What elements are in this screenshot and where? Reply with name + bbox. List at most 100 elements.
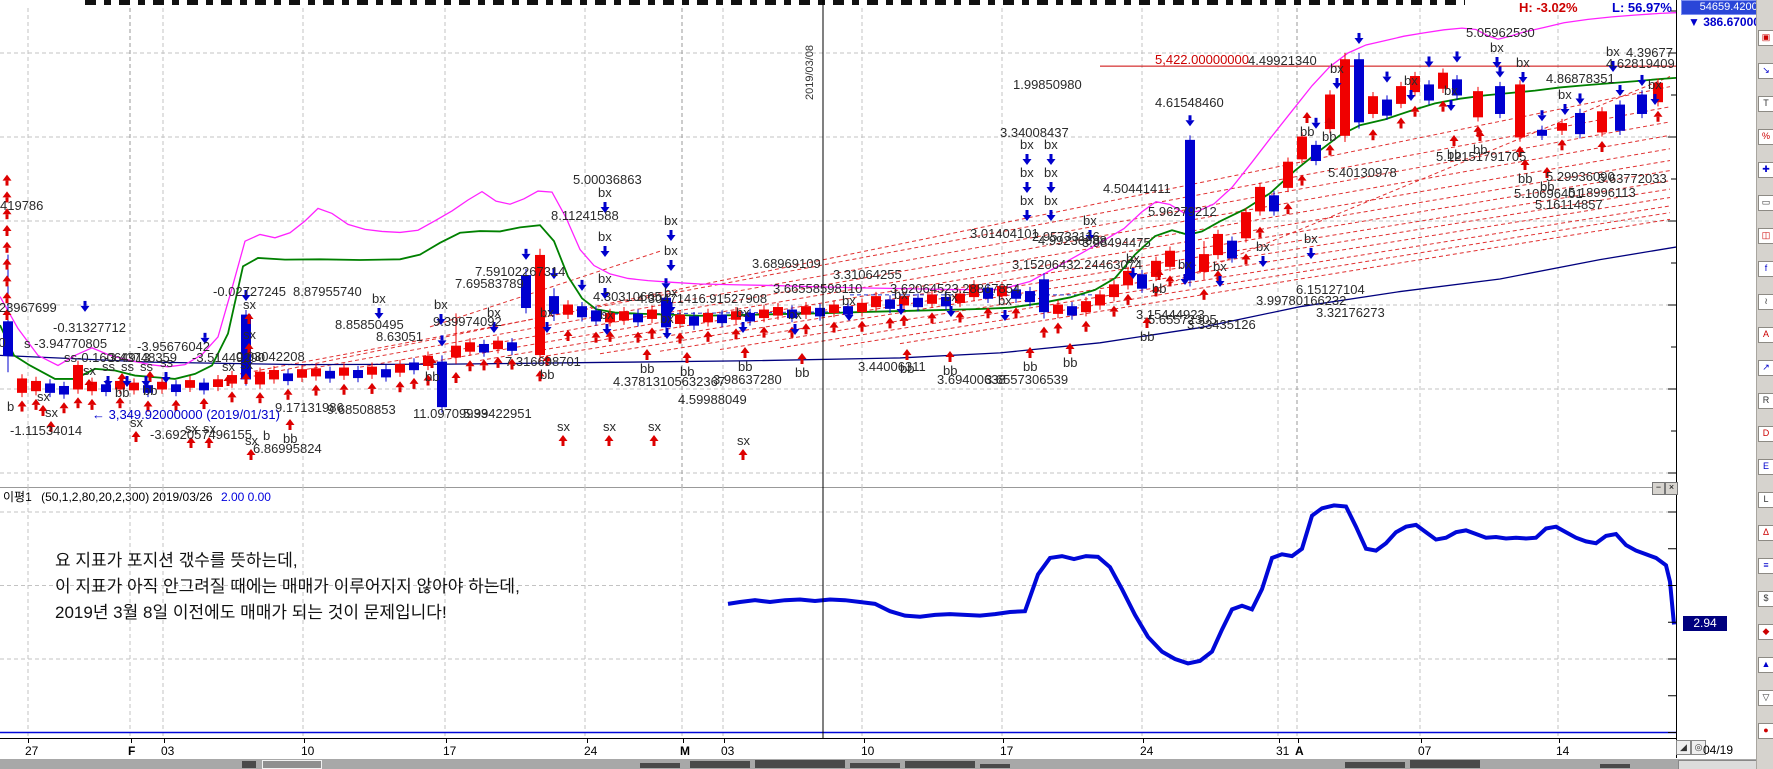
zoom-button[interactable]: ◎ <box>1691 740 1706 755</box>
toolbar-button-20[interactable]: ▽ <box>1758 690 1773 706</box>
buy-arrow-icon <box>885 317 895 324</box>
toolbar-button-16[interactable]: ≡ <box>1758 558 1773 574</box>
price-chart-plot-area[interactable] <box>0 0 1676 487</box>
toolbar-button-18[interactable]: ◆ <box>1758 624 1773 640</box>
arrow-stem <box>5 197 9 203</box>
arrow-stem <box>412 383 416 389</box>
arrow-stem <box>793 324 797 329</box>
arrow-stem <box>1216 276 1220 282</box>
candle-body <box>1495 86 1505 114</box>
arrow-stem <box>496 362 500 368</box>
x-axis-label: 03 <box>161 744 175 758</box>
sell-arrow-icon <box>1452 56 1462 63</box>
minimap-volume-blob <box>1410 760 1480 768</box>
buy-arrow-icon <box>2 292 12 299</box>
toolbar-button-1[interactable]: ↘ <box>1758 63 1773 79</box>
toolbar-button-9[interactable]: A <box>1758 327 1773 343</box>
arrow-stem <box>664 278 668 284</box>
panel-close-button[interactable]: × <box>1665 482 1678 495</box>
buy-arrow-icon <box>311 384 321 391</box>
candle-body <box>1537 129 1547 136</box>
toolbar-button-7[interactable]: f <box>1758 261 1773 277</box>
low-percent-readout: L: 56.97% <box>1612 0 1672 15</box>
toolbar-button-11[interactable]: R <box>1758 393 1773 409</box>
toolbar-button-21[interactable]: ● <box>1758 723 1773 739</box>
sell-arrow-icon <box>1000 315 1010 321</box>
x-axis-label: 14 <box>1556 744 1570 758</box>
time-x-axis[interactable]: 27 F 03 10 17 24 M 03 10 17 24 31 A 07 14 <box>0 738 1676 760</box>
toolbar-button-3[interactable]: % <box>1758 129 1773 145</box>
buy-arrow-icon <box>1165 275 1175 282</box>
minimap-viewport-box[interactable] <box>262 760 322 769</box>
buy-arrow-icon <box>115 397 125 404</box>
arrow-stem <box>5 315 9 320</box>
minimap-volume-blob <box>905 761 975 768</box>
toolbar-button-4[interactable]: ✚ <box>1758 162 1773 178</box>
current-price-box: 54659.420000 <box>1681 0 1773 15</box>
arrow-stem <box>538 376 542 382</box>
panel-minimize-button[interactable]: − <box>1652 482 1665 495</box>
sell-arrow-icon <box>141 381 151 387</box>
sell-arrow-icon <box>80 305 90 312</box>
arrow-stem <box>439 314 443 319</box>
indicator-y-axis[interactable]: 6.004.002.000.00 <box>1677 487 1756 738</box>
arrow-stem <box>398 387 402 393</box>
toolbar-button-13[interactable]: E <box>1758 459 1773 475</box>
candle-body <box>283 373 293 382</box>
buy-arrow-icon <box>451 372 461 378</box>
arrow-stem <box>800 359 804 364</box>
arrow-stem <box>288 425 292 430</box>
candle-body <box>171 384 181 393</box>
buy-arrow-icon <box>1154 269 1164 275</box>
toolbar-button-8[interactable]: ≀ <box>1758 294 1773 310</box>
arrow-stem <box>426 380 430 386</box>
indicator-plot-area[interactable] <box>0 487 1676 738</box>
arrow-stem <box>1540 110 1544 116</box>
x-axis-tick <box>131 739 132 743</box>
candle-body <box>255 371 265 385</box>
toolbar-button-5[interactable]: ▭ <box>1758 195 1773 211</box>
candle-body <box>1615 104 1625 131</box>
arrow-stem <box>5 264 9 270</box>
arrow-stem <box>1049 154 1053 159</box>
sell-arrow-icon <box>1022 159 1032 165</box>
buy-arrow-icon <box>801 323 811 330</box>
arrow-stem <box>1495 57 1499 62</box>
arrow-stem <box>1014 313 1018 319</box>
toolbar-button-2[interactable]: T <box>1758 96 1773 112</box>
chart-edit-button[interactable]: ◢ <box>1676 740 1691 755</box>
sell-arrow-icon <box>161 377 171 383</box>
x-axis-label: 31 <box>1276 744 1290 758</box>
arrow-stem <box>454 378 458 383</box>
toolbar-button-0[interactable]: ▣ <box>1758 30 1773 46</box>
candle-body <box>1653 82 1663 103</box>
candle-body <box>1424 84 1434 101</box>
indicator-panel-title: 이평1 (50,1,2,80,20,2,300) 2019/03/26 2.00… <box>3 488 271 505</box>
toolbar-button-17[interactable]: $ <box>1758 591 1773 607</box>
arrow-stem <box>1244 259 1248 265</box>
toolbar-button-10[interactable]: ↗ <box>1758 360 1773 376</box>
trend-line-red <box>899 218 1671 345</box>
toolbar-button-14[interactable]: L <box>1758 492 1773 508</box>
arrow-stem <box>1157 275 1161 280</box>
toolbar-button-19[interactable]: ▲ <box>1758 657 1773 673</box>
trend-line-red <box>479 160 1671 361</box>
buy-arrow-icon <box>17 400 27 407</box>
toolbar-button-12[interactable]: D <box>1758 426 1773 442</box>
buy-arrow-icon <box>1109 305 1119 312</box>
arrow-stem <box>134 437 138 442</box>
buy-arrow-icon <box>465 360 475 367</box>
toolbar-button-6[interactable]: ◫ <box>1758 228 1773 244</box>
crosshair-date-label: 2019/03/08 <box>804 44 816 100</box>
scroll-minimap-strip[interactable] <box>0 759 1773 769</box>
price-y-axis[interactable]: 5500.00000005000.00000004500.00000004000… <box>1677 0 1756 487</box>
arrow-stem <box>1357 32 1361 38</box>
candle-body <box>311 368 321 377</box>
toolbar-button-15[interactable]: Δ <box>1758 525 1773 541</box>
candle-body <box>801 306 811 315</box>
x-axis-label: 17 <box>1000 744 1014 758</box>
buy-arrow-icon <box>1438 100 1448 107</box>
arrow-stem <box>1183 274 1187 279</box>
sell-arrow-icon <box>103 381 113 387</box>
candle-body <box>675 314 685 324</box>
